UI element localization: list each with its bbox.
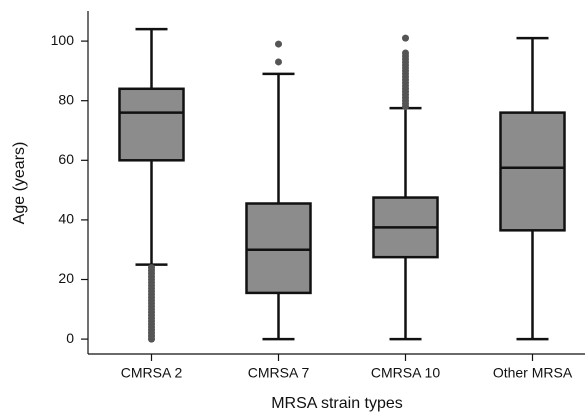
x-tick-label: CMRSA 2 xyxy=(121,365,183,381)
y-tick-label: 80 xyxy=(58,91,74,107)
outlier xyxy=(275,58,282,66)
outlier xyxy=(275,40,282,48)
y-tick-label: 40 xyxy=(58,211,74,227)
y-tick-label: 60 xyxy=(58,151,74,167)
box xyxy=(499,111,566,232)
y-axis-title: Age (years) xyxy=(11,142,28,225)
outlier xyxy=(402,49,409,57)
y-tick-label: 0 xyxy=(66,330,74,346)
box xyxy=(118,87,185,162)
x-tick-label: Other MRSA xyxy=(493,365,573,381)
x-axis-title: MRSA strain types xyxy=(271,395,403,412)
box xyxy=(245,202,312,295)
x-tick-label: CMRSA 7 xyxy=(248,365,310,381)
y-tick-label: 100 xyxy=(51,32,75,48)
y-tick-label: 20 xyxy=(58,270,74,286)
x-tick-label: CMRSA 10 xyxy=(371,365,440,381)
outlier xyxy=(148,264,155,272)
outlier xyxy=(402,34,409,42)
